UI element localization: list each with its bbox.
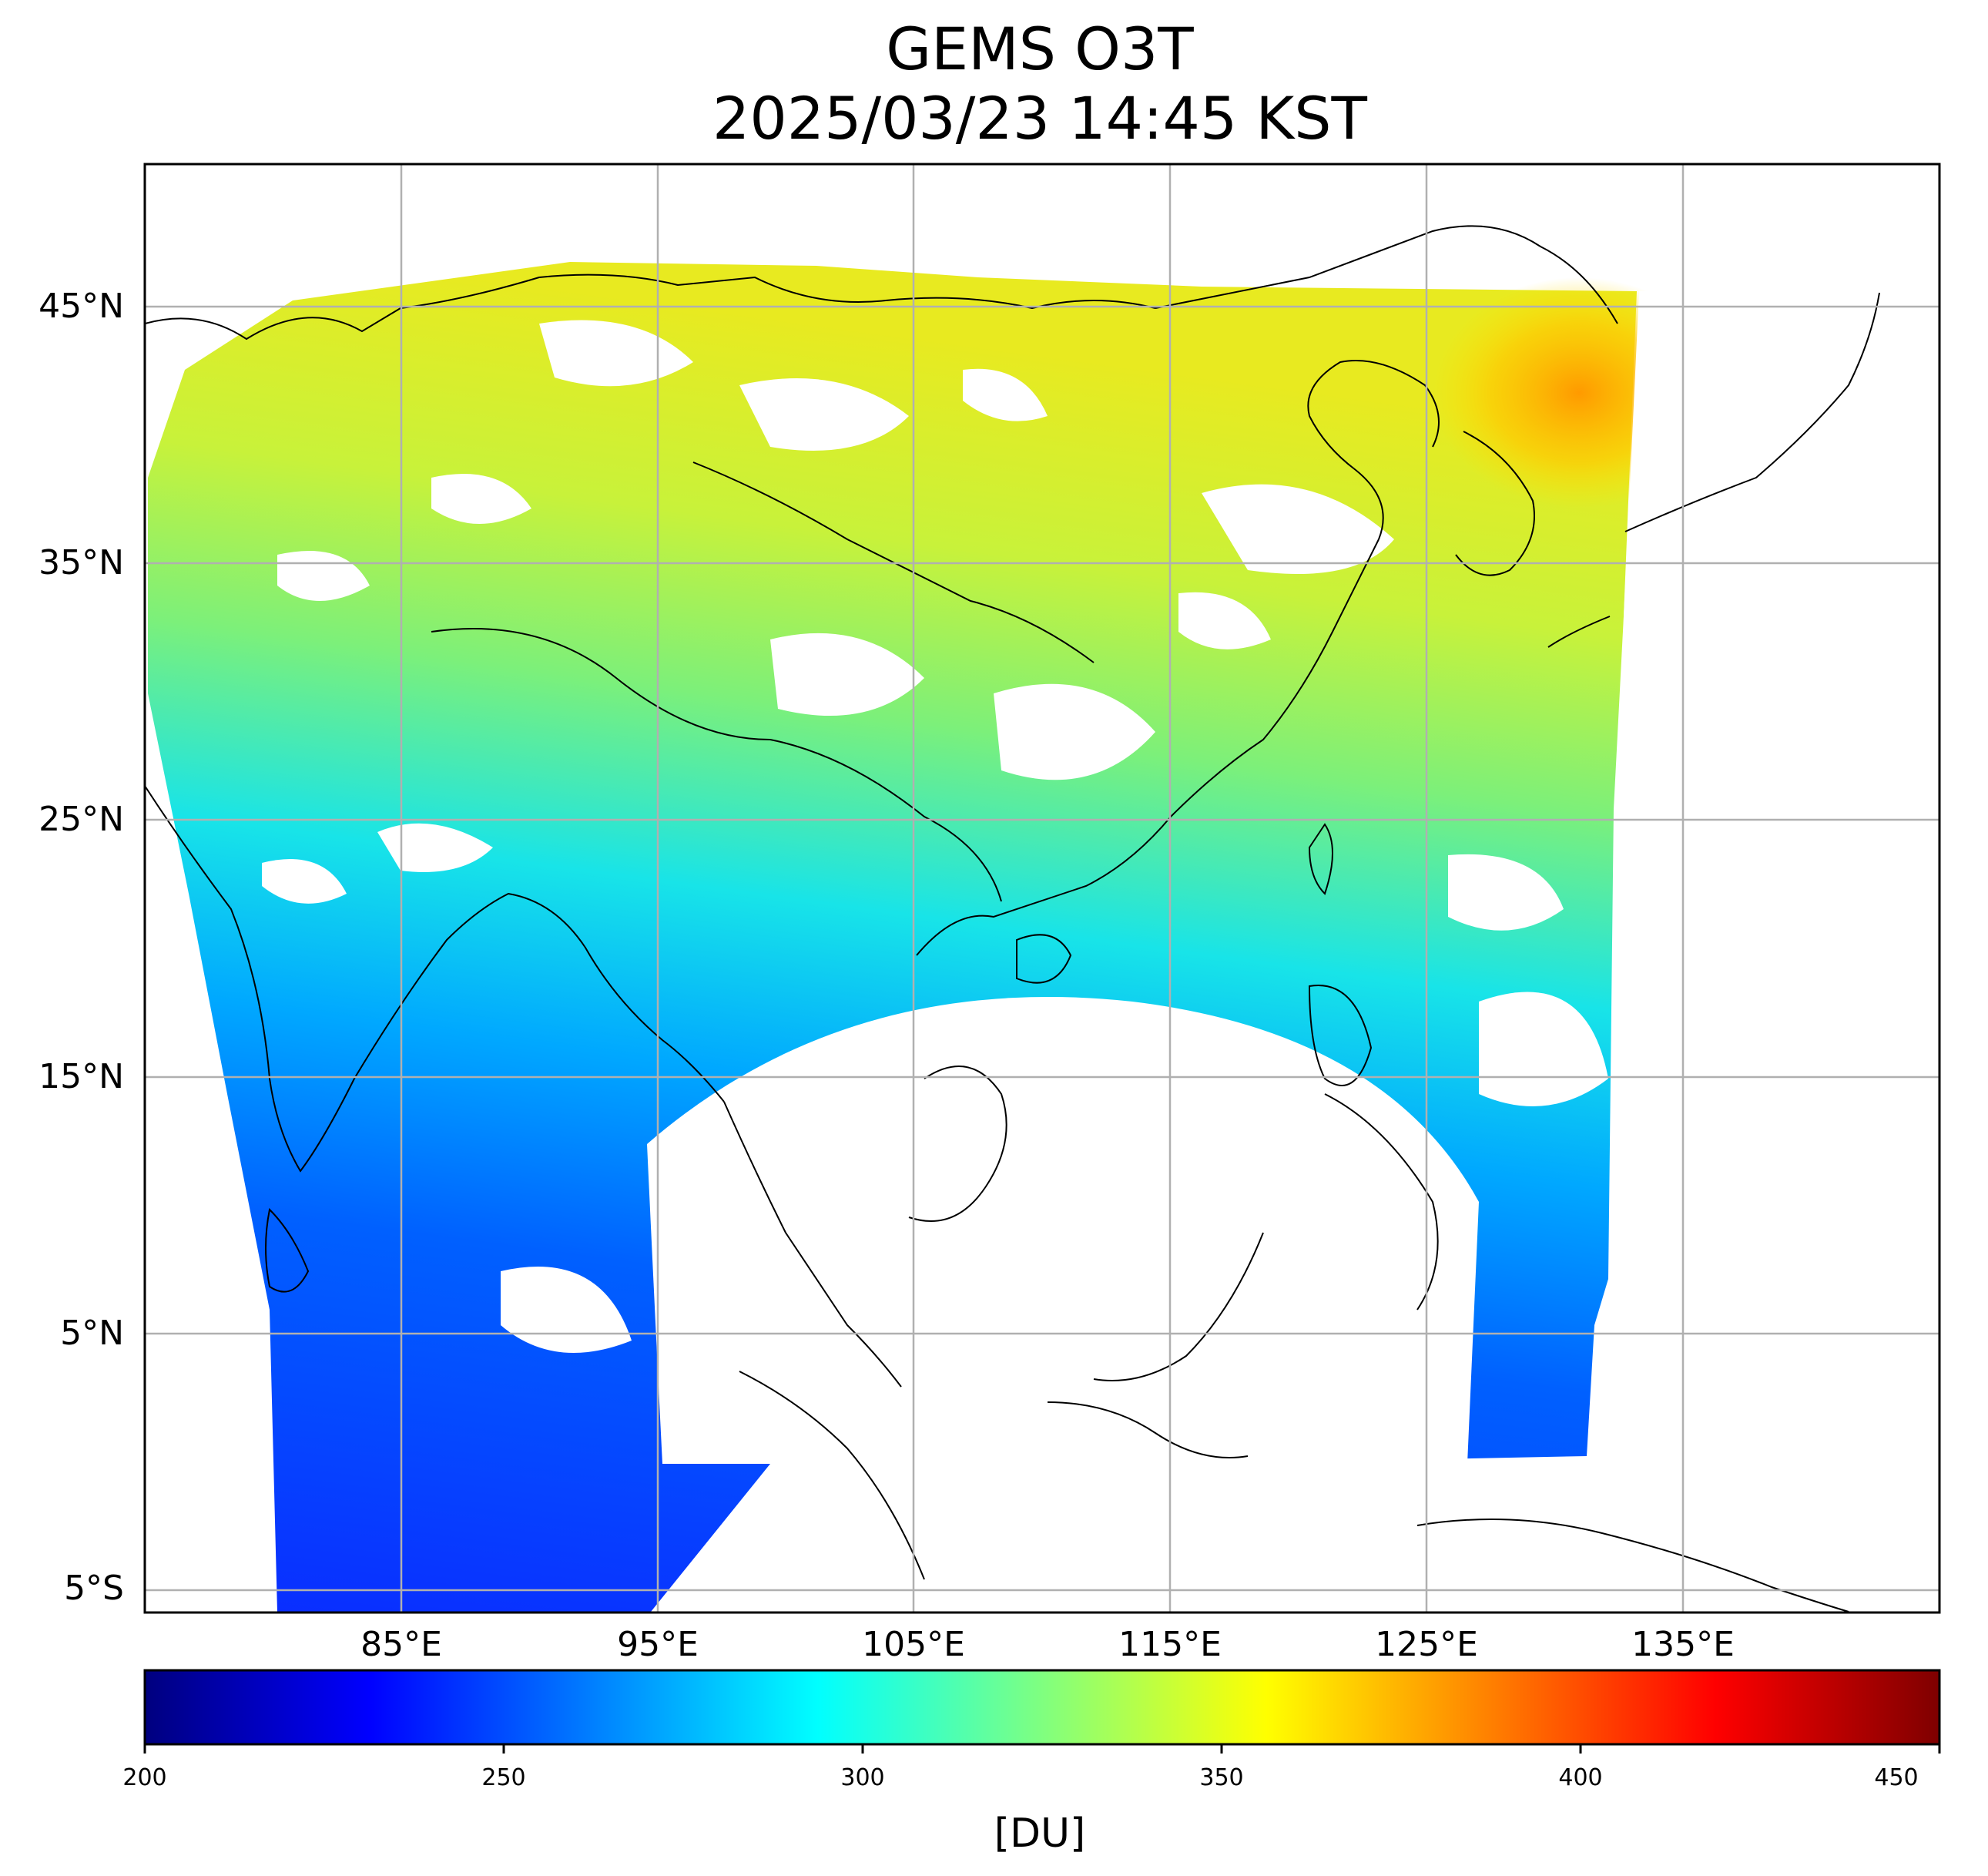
colorbar-ticks xyxy=(143,1744,1941,1754)
lon-label-135e: 135°E xyxy=(1631,1625,1735,1664)
lat-label-15n: 15°N xyxy=(39,1057,124,1096)
colorbar xyxy=(143,1669,1941,1746)
cloud-gaps xyxy=(262,291,1939,1613)
map-subtitle-timestamp: 2025/03/23 14:45 KST xyxy=(712,84,1367,153)
lon-label-115e: 115°E xyxy=(1118,1625,1222,1664)
colorbar-tick-350: 350 xyxy=(1199,1764,1244,1791)
colorbar-tick-400: 400 xyxy=(1558,1764,1603,1791)
lon-label-85e: 85°E xyxy=(360,1625,442,1664)
colorbar-tick-250: 250 xyxy=(481,1764,526,1791)
map-title: GEMS O3T xyxy=(886,15,1194,83)
lat-label-5n: 5°N xyxy=(60,1314,124,1353)
colorbar-unit-label: [DU] xyxy=(994,1811,1086,1857)
lon-label-105e: 105°E xyxy=(862,1625,965,1664)
colorbar-tick-200: 200 xyxy=(122,1764,167,1791)
lat-label-35n: 35°N xyxy=(39,543,124,582)
lat-label-5s: 5°S xyxy=(64,1569,124,1608)
lon-label-95e: 95°E xyxy=(617,1625,699,1664)
lat-label-45n: 45°N xyxy=(39,287,124,326)
gridlines xyxy=(145,164,1939,1613)
lon-label-125e: 125°E xyxy=(1375,1625,1478,1664)
map-frame xyxy=(143,163,1941,1614)
colorbar-tick-450: 450 xyxy=(1874,1764,1919,1791)
lat-label-25n: 25°N xyxy=(39,800,124,839)
coastlines xyxy=(145,225,1880,1613)
colorbar-tick-300: 300 xyxy=(840,1764,885,1791)
